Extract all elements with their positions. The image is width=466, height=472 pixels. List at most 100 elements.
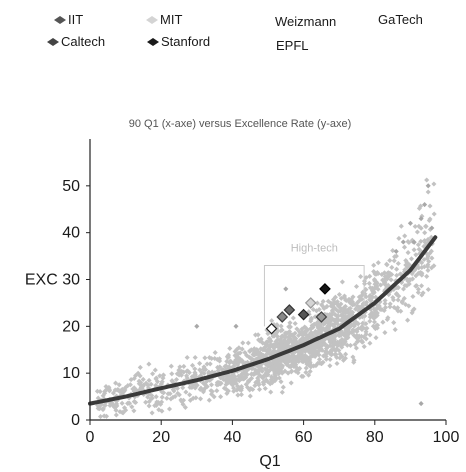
- cloud-point: [201, 370, 207, 376]
- x-tick-label: 0: [86, 429, 95, 446]
- cloud-point: [209, 391, 215, 397]
- cloud-point: [428, 248, 434, 254]
- cloud-point: [153, 394, 159, 400]
- cloud-point: [351, 328, 357, 334]
- cloud-point: [384, 316, 390, 323]
- cloud-point: [248, 371, 254, 377]
- x-tick-label: 20: [152, 429, 170, 446]
- cloud-point: [202, 355, 208, 361]
- cloud-point: [321, 337, 327, 343]
- cloud-point: [145, 394, 151, 400]
- cloud-point: [314, 319, 320, 325]
- cloud-point: [426, 258, 432, 264]
- cloud-point: [287, 324, 293, 330]
- cloud-point: [322, 353, 328, 359]
- cloud-point: [404, 283, 410, 289]
- cloud-point: [280, 363, 286, 369]
- cloud-point: [208, 388, 214, 394]
- cloud-point: [323, 346, 329, 352]
- cloud-point: [292, 320, 298, 327]
- diamond-marker-icon: [147, 37, 159, 46]
- cloud-point: [297, 350, 303, 356]
- cloud-point: [167, 391, 173, 397]
- cloud-point: [371, 276, 378, 283]
- legend-label-iit: IIT: [68, 12, 84, 27]
- cloud-point: [355, 338, 361, 344]
- cloud-point: [418, 283, 425, 289]
- cloud-point: [314, 300, 320, 306]
- cloud-point: [327, 313, 334, 319]
- legend-item-epfl: EPFL: [276, 38, 309, 53]
- y-tick-label: 20: [62, 318, 80, 335]
- cloud-point: [393, 248, 399, 254]
- cloud-point: [220, 376, 226, 382]
- cloud-point: [215, 364, 221, 370]
- cloud-point: [303, 369, 309, 375]
- cloud-point: [283, 286, 289, 292]
- cloud-point: [232, 352, 238, 358]
- cloud-point: [299, 358, 305, 364]
- cloud-point: [160, 372, 167, 378]
- cloud-point: [359, 339, 365, 345]
- cloud-point: [248, 347, 254, 353]
- cloud-point: [184, 354, 190, 361]
- cloud-point: [271, 343, 277, 349]
- cloud-point: [266, 347, 272, 353]
- legend-label-mit: MIT: [160, 12, 183, 27]
- cloud-point: [159, 389, 165, 395]
- cloud-point: [278, 323, 284, 329]
- cloud-point: [361, 344, 367, 350]
- cloud-point: [405, 317, 411, 323]
- cloud-point: [405, 250, 411, 256]
- cloud-point: [347, 300, 354, 306]
- cloud-point: [197, 396, 204, 402]
- cloud-point: [395, 260, 401, 267]
- cloud-point: [373, 335, 379, 341]
- cloud-point: [363, 326, 369, 332]
- cloud-point: [225, 355, 231, 361]
- cloud-point: [328, 348, 334, 354]
- cloud-point: [327, 356, 333, 362]
- cloud-point: [252, 347, 258, 353]
- cloud-point: [304, 327, 310, 333]
- cloud-point: [331, 336, 337, 342]
- cloud-point: [150, 371, 156, 377]
- cloud-point: [207, 361, 213, 367]
- cloud-point: [410, 293, 416, 300]
- cloud-point: [327, 363, 333, 369]
- cloud-point: [278, 379, 284, 385]
- highlight-points: [265, 283, 331, 335]
- cloud-point: [334, 360, 340, 367]
- cloud-point: [281, 354, 287, 360]
- cloud-point: [189, 362, 196, 368]
- cloud-point: [154, 379, 161, 385]
- cloud-point: [238, 392, 244, 398]
- cloud-point: [272, 360, 278, 366]
- cloud-point: [403, 257, 409, 264]
- cloud-point: [262, 366, 268, 372]
- cloud-point: [154, 399, 160, 405]
- cloud-point: [328, 338, 334, 344]
- cloud-point: [402, 233, 408, 239]
- cloud-point: [367, 340, 373, 346]
- cloud-point: [208, 382, 215, 388]
- cloud-point: [152, 367, 158, 373]
- cloud-point: [226, 379, 232, 386]
- cloud-point: [353, 306, 359, 312]
- legend-label-caltech: Caltech: [61, 34, 106, 49]
- cloud-point: [303, 365, 309, 371]
- cloud-point: [265, 331, 271, 337]
- cloud-point: [416, 265, 422, 271]
- cloud-point: [347, 342, 354, 348]
- cloud-point: [180, 385, 186, 391]
- cloud-point: [184, 375, 190, 381]
- cloud-point: [218, 394, 224, 400]
- cloud-point: [187, 384, 193, 390]
- cloud-point: [180, 397, 187, 403]
- cloud-point: [111, 404, 117, 410]
- cloud-point: [255, 332, 261, 338]
- cloud-point: [242, 350, 248, 356]
- cloud-point: [306, 372, 312, 378]
- cloud-point: [262, 385, 268, 392]
- chart-title: 90 Q1 (x-axe) versus Excellence Rate (y-…: [129, 118, 352, 130]
